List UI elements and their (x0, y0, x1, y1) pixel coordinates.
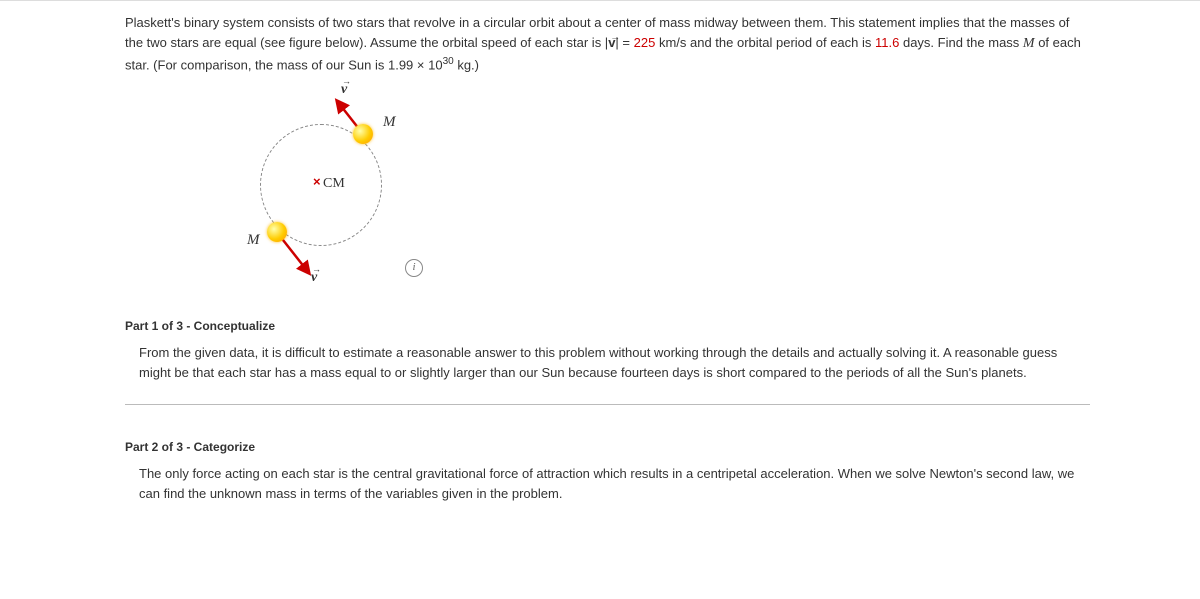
info-icon[interactable]: i (405, 259, 423, 277)
part1-header: Part 1 of 3 - Conceptualize (125, 319, 1090, 333)
part2-header: Part 2 of 3 - Categorize (125, 440, 1090, 454)
part2-body: The only force acting on each star is th… (125, 464, 1090, 503)
mass-symbol: M (1023, 36, 1035, 51)
period-unit: days. Find the mass (899, 35, 1023, 50)
problem-page: Plaskett's binary system consists of two… (0, 0, 1200, 599)
part1-body: From the given data, it is difficult to … (125, 343, 1090, 382)
period-value: 11.6 (875, 35, 899, 50)
exponent: 30 (443, 56, 454, 67)
speed-unit: km/s and the orbital period of each is (655, 35, 875, 50)
velocity-arrow-bottom (275, 232, 325, 282)
speed-value: 225 (634, 35, 656, 50)
v-label-top: →v (341, 82, 347, 98)
v-vector: →v (608, 33, 615, 53)
center-mass-x-icon: × (313, 174, 321, 189)
kg-text: kg.) (454, 57, 479, 72)
vector-arrow-icon: → (610, 30, 620, 45)
m-label-top: M (383, 114, 396, 131)
problem-statement: Plaskett's binary system consists of two… (125, 13, 1090, 74)
divider (125, 404, 1090, 405)
m-label-bottom: M (247, 232, 260, 249)
center-mass-label: CM (323, 176, 345, 192)
v-label-bottom: →v (311, 270, 317, 286)
binary-orbit-diagram: →v M × CM M →v i (205, 84, 435, 284)
